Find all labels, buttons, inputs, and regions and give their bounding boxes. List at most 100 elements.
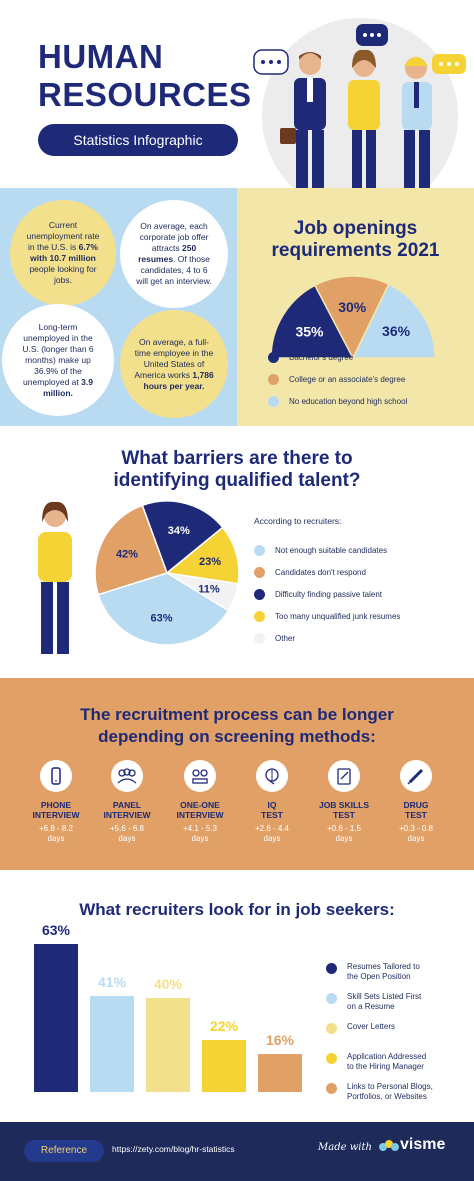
group-icon	[111, 760, 143, 792]
chart-title: What recruiters look for in job seekers:	[79, 900, 395, 919]
recruitment-section: The recruitment process can be longer de…	[0, 678, 474, 870]
stat-work-hours: On average, a full-time employee in the …	[120, 310, 228, 418]
slice-label: 34%	[168, 525, 190, 537]
stat-highlight: 6.7% with 10.7 million	[30, 242, 98, 263]
legend-line: on a Resume	[347, 1002, 395, 1011]
legend-line: Application Addressed	[347, 1052, 427, 1061]
bar-value-label: 40%	[153, 976, 183, 993]
recruiters-look-for-section: What recruiters look for in job seekers:…	[0, 870, 474, 1122]
meeting-icon	[184, 760, 216, 792]
stat-text: On average, a full-time employee in the …	[134, 336, 214, 380]
header: HUMAN RESOURCES Statistics Infographic	[0, 0, 474, 214]
bar	[258, 1054, 302, 1092]
stat-highlight: 250 resumes	[138, 243, 197, 264]
bar-value-label: 41%	[97, 973, 127, 990]
method-drug-test: DRUG TEST +0.3 - 0.8 days	[380, 760, 452, 844]
legend-label: Application Addressed to the Hiring Manag…	[347, 1052, 426, 1072]
legend-item-high-school: No education beyond high school	[268, 396, 407, 407]
recruitment-title: The recruitment process can be longer de…	[0, 704, 474, 748]
bar-value-label: 16%	[265, 1032, 295, 1049]
method-name: JOB SKILLS TEST	[308, 800, 380, 820]
method-unit: days	[118, 834, 136, 843]
legend-line: Links to Personal Blogs,	[347, 1082, 433, 1091]
title-line-1: What barriers are there to	[121, 448, 353, 469]
barriers-title: What barriers are there to identifying q…	[0, 448, 474, 492]
legend-item: Other	[254, 633, 295, 644]
job-openings-title: Job openings requirements 2021	[237, 218, 474, 262]
visme-logo[interactable]: visme	[378, 1136, 445, 1154]
method-iq-test: IQ TEST +2.6 - 4.4 days	[236, 760, 308, 844]
method-name-line: PANEL	[112, 800, 142, 810]
legend-line: Skill Sets Listed First	[347, 992, 422, 1001]
speech-bubble-icon	[356, 24, 388, 46]
stat-highlight: 1,786 hours per year.	[143, 369, 214, 391]
method-one-one-interview: ONE-ONE INTERVIEW +4.1 - 5.3 days	[164, 760, 236, 844]
method-name-line: INTERVIEW	[32, 810, 80, 820]
stat-unemployment: Current unemployment rate in the U.S. is…	[10, 200, 116, 306]
workers-illustration	[253, 24, 466, 188]
legend-swatch	[268, 396, 279, 407]
speech-bubble-icon	[432, 54, 466, 74]
clipboard-icon	[328, 760, 360, 792]
method-unit: days	[407, 834, 425, 843]
method-name-line: INTERVIEW	[176, 810, 224, 820]
method-job-skills-test: JOB SKILLS TEST +0.6 - 1.5 days	[308, 760, 380, 844]
legend-label: Candidates don't respond	[275, 568, 366, 577]
method-name: PANEL INTERVIEW	[91, 800, 163, 820]
method-name-line: TEST	[261, 810, 283, 820]
method-panel-interview: PANEL INTERVIEW +5.6 - 6.8 days	[91, 760, 163, 844]
method-name-line: TEST	[333, 810, 355, 820]
stat-text: On average, each corporate job offer att…	[139, 221, 209, 253]
method-name-line: INTERVIEW	[103, 810, 151, 820]
page-title: HUMAN RESOURCES	[38, 38, 252, 114]
legend-swatch	[254, 589, 265, 600]
legend-item-college: College or an associate's degree	[268, 374, 405, 385]
legend-line: Cover Letters	[347, 1022, 396, 1031]
method-name-line: TEST	[405, 810, 427, 820]
legend-label: Too many unqualified junk resumes	[275, 612, 401, 621]
method-days: +0.6 - 1.5 days	[308, 824, 380, 844]
title-line-1: Job openings	[293, 218, 418, 239]
bar	[146, 998, 190, 1092]
legend-label: Skill Sets Listed First on a Resume	[347, 992, 421, 1012]
legend-line: to the Hiring Manager	[347, 1062, 424, 1071]
legend-item: Resumes Tailored to the Open Position	[326, 962, 420, 982]
legend-swatch	[254, 633, 265, 644]
method-unit: days	[335, 834, 353, 843]
stat-long-term-unemployed: Long-term unemployed in the U.S. (longer…	[2, 304, 114, 416]
job-openings-chart: 35% 30% 36%	[270, 275, 436, 360]
bar	[34, 944, 78, 1092]
stats-section: Current unemployment rate in the U.S. is…	[0, 188, 474, 426]
legend-item: Candidates don't respond	[254, 567, 366, 578]
bar	[202, 1040, 246, 1092]
legend-item: Too many unqualified junk resumes	[254, 611, 400, 622]
made-with-label: Made with	[318, 1142, 372, 1153]
legend-label: Resumes Tailored to the Open Position	[347, 962, 420, 982]
method-range: +2.6 - 4.4	[254, 824, 290, 833]
method-range: +4.1 - 5.3	[182, 824, 218, 833]
slice-label: 63%	[151, 612, 173, 624]
reference-link[interactable]: https://zety.com/blog/hr-statistics	[112, 1144, 235, 1154]
phone-icon	[40, 760, 72, 792]
title-line-2: depending on screening methods:	[98, 727, 376, 746]
method-days: +6.8 - 8.2 days	[20, 824, 92, 844]
brand-name: visme	[400, 1136, 446, 1153]
title-line-1: The recruitment process can be longer	[80, 705, 394, 724]
syringe-icon	[400, 760, 432, 792]
method-days: +0.3 - 0.8 days	[380, 824, 452, 844]
method-range: +0.6 - 1.5	[326, 824, 362, 833]
method-name: PHONE INTERVIEW	[20, 800, 92, 820]
pie-slice	[97, 572, 230, 646]
slice-label: 42%	[116, 548, 138, 560]
method-name: ONE-ONE INTERVIEW	[164, 800, 236, 820]
legend-swatch	[326, 993, 337, 1004]
barriers-section: What barriers are there to identifying q…	[0, 426, 474, 678]
legend-item: Difficulty finding passive talent	[254, 589, 382, 600]
legend-label: Not enough suitable candidates	[275, 546, 388, 555]
legend-swatch	[326, 1023, 337, 1034]
stat-text: Long-term unemployed in the U.S. (longer…	[22, 321, 94, 387]
legend-line: Resumes Tailored to	[347, 962, 420, 971]
speech-bubble-icon	[253, 49, 289, 75]
title-line-1: HUMAN	[38, 38, 164, 75]
stat-text: people looking for jobs.	[29, 264, 97, 285]
